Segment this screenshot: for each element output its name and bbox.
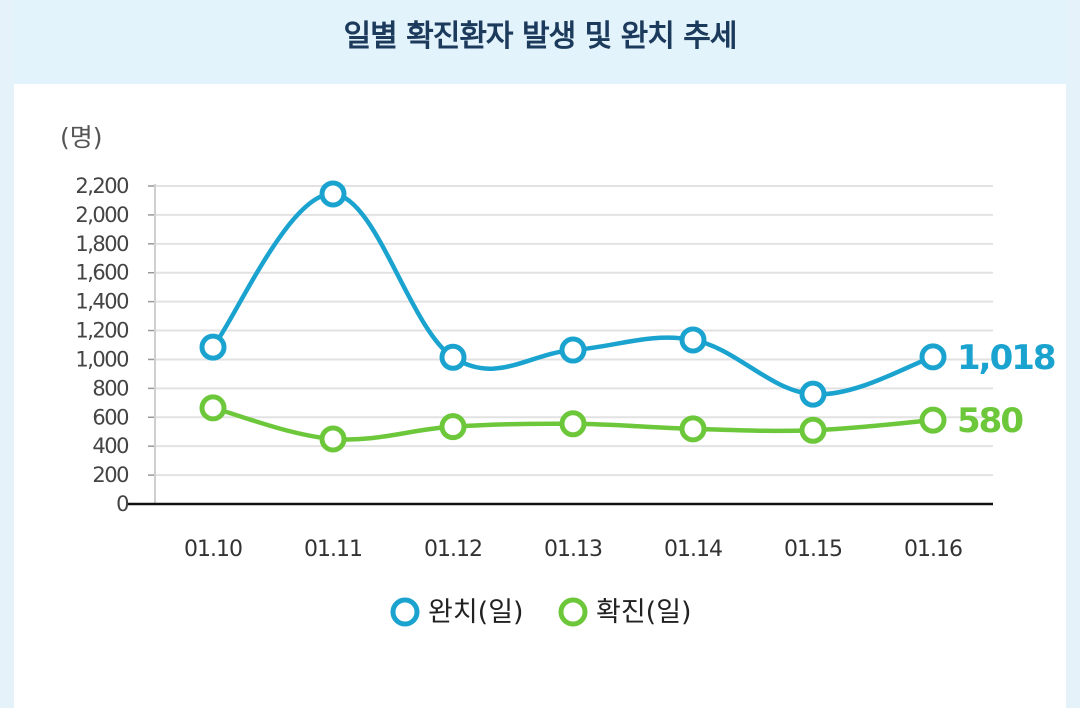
legend-marker	[390, 597, 420, 627]
legend-label: 완치(일)	[428, 597, 524, 628]
legend-item: 확진(일)	[558, 597, 692, 628]
y-axis-ticks: 0 200 400 600 800 1,000 1,200 1,400 1,600 1,800 2,…	[75, 174, 155, 516]
legend-marker	[558, 597, 588, 627]
data-point	[679, 326, 707, 354]
y-tick-label: 2,200	[75, 174, 128, 198]
data-point	[319, 425, 347, 453]
y-tick-label: 0	[116, 492, 128, 516]
y-tick-label: 1,000	[75, 347, 128, 371]
y-tick-label: 1,600	[75, 261, 128, 285]
series-line	[210, 191, 936, 397]
x-tick-label: 01.16	[904, 537, 962, 562]
data-point	[679, 415, 707, 443]
y-tick-label: 1,800	[75, 232, 128, 256]
series-confirmed: 580	[199, 394, 1025, 453]
chart-title: 일별 확진환자 발생 및 완치 추세	[343, 19, 737, 54]
y-tick-label: 200	[92, 463, 128, 487]
y-tick-label: 400	[92, 434, 128, 458]
chart-card	[14, 84, 1066, 708]
axes	[128, 184, 993, 506]
x-tick-label: 01.14	[664, 537, 722, 562]
x-axis-ticks: 01.10 01.11 01.12 01.13 01.14 01.15 01.16	[184, 537, 963, 562]
legend-label: 확진(일)	[596, 597, 692, 628]
y-tick-label: 1,200	[75, 319, 128, 343]
end-value-label: 580	[957, 401, 1023, 441]
x-tick-label: 01.13	[544, 537, 602, 562]
data-point	[199, 394, 227, 422]
x-tick-label: 01.15	[784, 537, 842, 562]
series-layer: 1,018 580	[199, 180, 1057, 453]
data-point	[799, 416, 827, 444]
data-point	[559, 336, 587, 364]
y-tick-label: 800	[92, 376, 128, 400]
y-axis-unit-label: (명)	[60, 123, 103, 152]
data-point	[919, 406, 947, 434]
y-tick-label: 1,400	[75, 290, 128, 314]
x-tick-label: 01.11	[304, 537, 362, 562]
data-point	[799, 380, 827, 408]
y-tick-label: 2,000	[75, 203, 128, 227]
x-tick-label: 01.12	[424, 537, 482, 562]
data-point	[199, 333, 227, 361]
data-point	[559, 410, 587, 438]
data-point	[319, 180, 347, 208]
end-value-label: 1,018	[957, 338, 1055, 378]
y-tick-label: 600	[92, 405, 128, 429]
legend-item: 완치(일)	[390, 597, 524, 628]
legend: 완치(일) 확진(일)	[390, 597, 692, 628]
data-point	[439, 343, 467, 371]
x-tick-label: 01.10	[184, 537, 242, 562]
chart-header: 일별 확진환자 발생 및 완치 추세	[14, 0, 1066, 84]
data-point	[919, 343, 947, 371]
data-point	[439, 413, 467, 441]
series-recovered: 1,018	[199, 180, 1057, 408]
